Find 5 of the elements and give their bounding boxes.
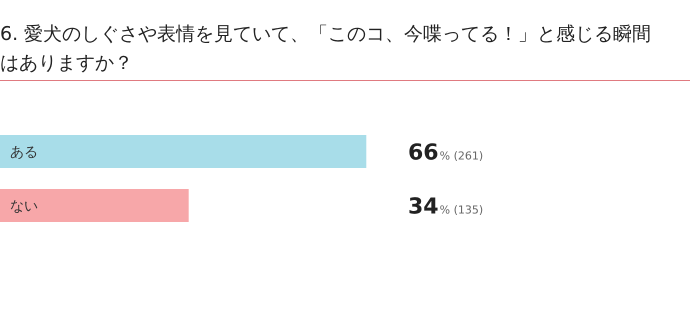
y-tick-label: ない — [10, 198, 38, 214]
y-tick-label: ある — [10, 144, 38, 160]
data-label: 66% (261) — [408, 140, 484, 166]
data-label: 34% (135) — [408, 194, 484, 220]
chart-title: 6. 愛犬のしぐさや表情を見ていて、「このコ、今喋ってる！」と感じる瞬間はありますか？ — [0, 22, 652, 76]
